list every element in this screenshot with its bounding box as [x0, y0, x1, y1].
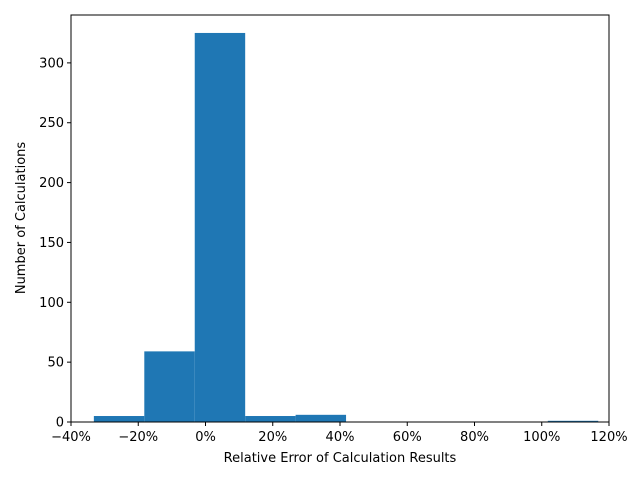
- histogram-bars: [93, 32, 599, 423]
- y-axis-ticks: 0 50 100 150 200 250 300: [39, 56, 71, 431]
- y-tick-label-6: 300: [39, 56, 64, 71]
- y-axis-label: Number of Calculations: [14, 142, 29, 295]
- x-tick-label-3: 20%: [258, 430, 287, 445]
- x-tick-label-5: 60%: [393, 430, 422, 445]
- y-tick-label-2: 100: [39, 296, 64, 311]
- histogram-bar-3: [245, 416, 296, 422]
- x-tick-label-0: −40%: [51, 430, 91, 445]
- y-tick-label-4: 200: [39, 176, 64, 191]
- x-tick-label-2: 0%: [195, 430, 216, 445]
- y-tick-label-1: 50: [47, 356, 64, 371]
- y-tick-label-3: 150: [39, 236, 64, 251]
- histogram-bar-0: [93, 416, 145, 422]
- x-axis-ticks: −40% −20% 0% 20% 40% 60% 80% 100% 120%: [51, 422, 628, 445]
- x-tick-label-6: 80%: [460, 430, 489, 445]
- y-tick-label-5: 250: [39, 116, 64, 131]
- y-tick-label-0: 0: [56, 416, 64, 431]
- histogram-bar-1: [144, 351, 195, 422]
- x-tick-label-1: −20%: [118, 430, 158, 445]
- x-tick-label-7: 100%: [523, 430, 560, 445]
- histogram-bar-9: [547, 420, 599, 422]
- x-tick-label-8: 120%: [590, 430, 627, 445]
- x-axis-label: Relative Error of Calculation Results: [224, 451, 457, 466]
- x-tick-label-4: 40%: [326, 430, 355, 445]
- histogram-bar-2: [194, 32, 246, 423]
- histogram-bar-4: [295, 414, 347, 422]
- plot-area-frame: [70, 14, 610, 423]
